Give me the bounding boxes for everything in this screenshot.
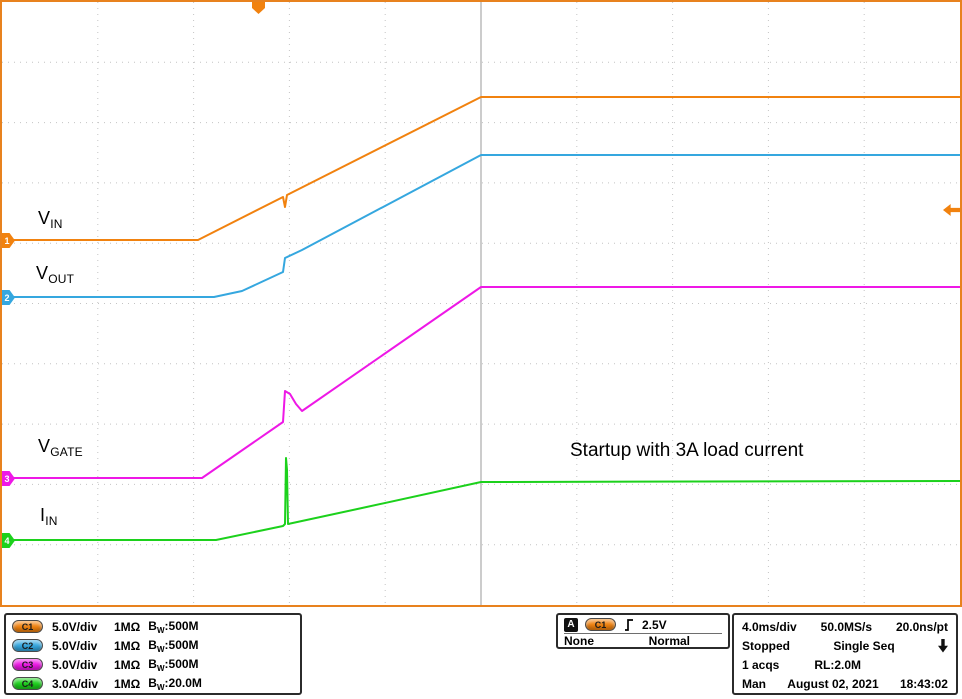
channel4-ground-marker[interactable]: 4 — [2, 533, 15, 548]
channel3-scale: 5.0V/div — [52, 657, 98, 672]
acq-status: Stopped — [742, 638, 790, 653]
channel4-impedance: 1MΩ — [114, 676, 141, 691]
channel3-marker-number: 3 — [4, 473, 10, 484]
label-vout: VOUT — [36, 263, 74, 286]
datetime-row: Man August 02, 2021 18:43:02 — [742, 674, 948, 693]
rising-edge-slope-icon — [625, 618, 633, 631]
trigger-row-mode: None Normal — [564, 633, 722, 648]
trigger-settings-box: A C1 2.5V None Normal — [556, 613, 730, 649]
label-vin-main: V — [38, 208, 51, 228]
trigger-source-badge[interactable]: C1 — [585, 618, 616, 631]
label-vgate-main: V — [38, 436, 51, 456]
acq-mode: Man — [742, 676, 766, 691]
acquisition-status-row: Stopped Single Seq — [742, 636, 948, 655]
trigger-mode: Normal — [648, 634, 690, 648]
channel2-scale: 5.0V/div — [52, 638, 98, 653]
timebase-readout: 4.0ms/div — [742, 619, 797, 634]
acq-date: August 02, 2021 — [787, 676, 879, 691]
channel1-bandwidth: BW:500M — [148, 618, 199, 635]
channel4-badge[interactable]: C4 — [12, 677, 43, 690]
label-vout-main: V — [36, 263, 49, 283]
trigger-row-main: A C1 2.5V — [564, 616, 722, 633]
channel3-impedance: 1MΩ — [114, 657, 141, 672]
channel2-row: C2 5.0V/div 1MΩ BW:500M — [12, 636, 294, 655]
label-vgate-sub: GATE — [50, 445, 83, 459]
label-iin-sub: IN — [45, 514, 58, 528]
channel3-bandwidth: BW:500M — [148, 656, 199, 673]
record-length: RL:2.0M — [814, 657, 862, 672]
channel1-ground-marker[interactable]: 1 — [2, 233, 15, 248]
download-arrow-icon[interactable] — [937, 638, 948, 653]
trigger-position-marker-icon[interactable] — [252, 2, 265, 14]
channel4-bandwidth: BW:20.0M — [148, 675, 202, 692]
acq-count: 1 acqs — [742, 657, 780, 672]
waveform-svg — [2, 2, 960, 605]
oscilloscope-display: VIN VOUT VGATE IIN Startup with 3A load … — [0, 0, 962, 607]
channel4-scale: 3.0A/div — [52, 676, 99, 691]
readout-panel: C1 5.0V/div 1MΩ BW:500M C2 5.0V/div 1MΩ … — [0, 607, 962, 699]
channel2-badge[interactable]: C2 — [12, 639, 43, 652]
samplerate-readout: 50.0MS/s — [820, 619, 873, 634]
label-iin: IIN — [40, 505, 58, 528]
channel2-bandwidth: BW:500M — [148, 637, 199, 654]
channel4-row: C4 3.0A/div 1MΩ BW:20.0M — [12, 674, 294, 693]
acq-time: 18:43:02 — [899, 676, 948, 691]
channel1-row: C1 5.0V/div 1MΩ BW:500M — [12, 617, 294, 636]
trigger-bus-badge[interactable]: A — [564, 617, 578, 632]
channel1-marker-number: 1 — [4, 235, 10, 246]
acq-sequence: Single Seq — [833, 638, 895, 653]
resolution-readout: 20.0ns/pt — [895, 619, 948, 634]
trigger-holdoff: None — [564, 634, 594, 648]
channel1-scale: 5.0V/div — [52, 619, 98, 634]
annotation-text: Startup with 3A load current — [570, 440, 804, 461]
channel1-badge[interactable]: C1 — [12, 620, 43, 633]
label-vin: VIN — [38, 208, 63, 231]
horizontal-row: 4.0ms/div 50.0MS/s 20.0ns/pt — [742, 617, 948, 636]
channel2-marker-number: 2 — [4, 292, 10, 303]
label-vgate: VGATE — [38, 436, 83, 459]
trigger-level: 2.5V — [642, 617, 667, 632]
label-iin-main: I — [40, 505, 46, 525]
channel3-badge[interactable]: C3 — [12, 658, 43, 671]
acquisition-box: 4.0ms/div 50.0MS/s 20.0ns/pt Stopped Sin… — [732, 613, 958, 695]
channel-settings-box: C1 5.0V/div 1MΩ BW:500M C2 5.0V/div 1MΩ … — [4, 613, 302, 695]
channel1-impedance: 1MΩ — [114, 619, 141, 634]
channel3-ground-marker[interactable]: 3 — [2, 471, 15, 486]
channel3-row: C3 5.0V/div 1MΩ BW:500M — [12, 655, 294, 674]
channel4-marker-number: 4 — [4, 535, 10, 546]
label-vout-sub: OUT — [48, 272, 75, 286]
label-vin-sub: IN — [50, 217, 63, 231]
channel2-impedance: 1MΩ — [114, 638, 141, 653]
channel2-ground-marker[interactable]: 2 — [2, 290, 15, 305]
record-row: 1 acqs RL:2.0M — [742, 655, 948, 674]
